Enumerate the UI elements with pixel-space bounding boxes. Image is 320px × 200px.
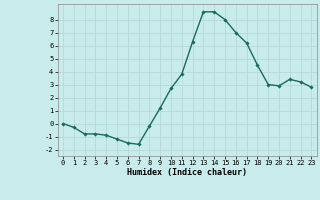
X-axis label: Humidex (Indice chaleur): Humidex (Indice chaleur) [127,168,247,177]
